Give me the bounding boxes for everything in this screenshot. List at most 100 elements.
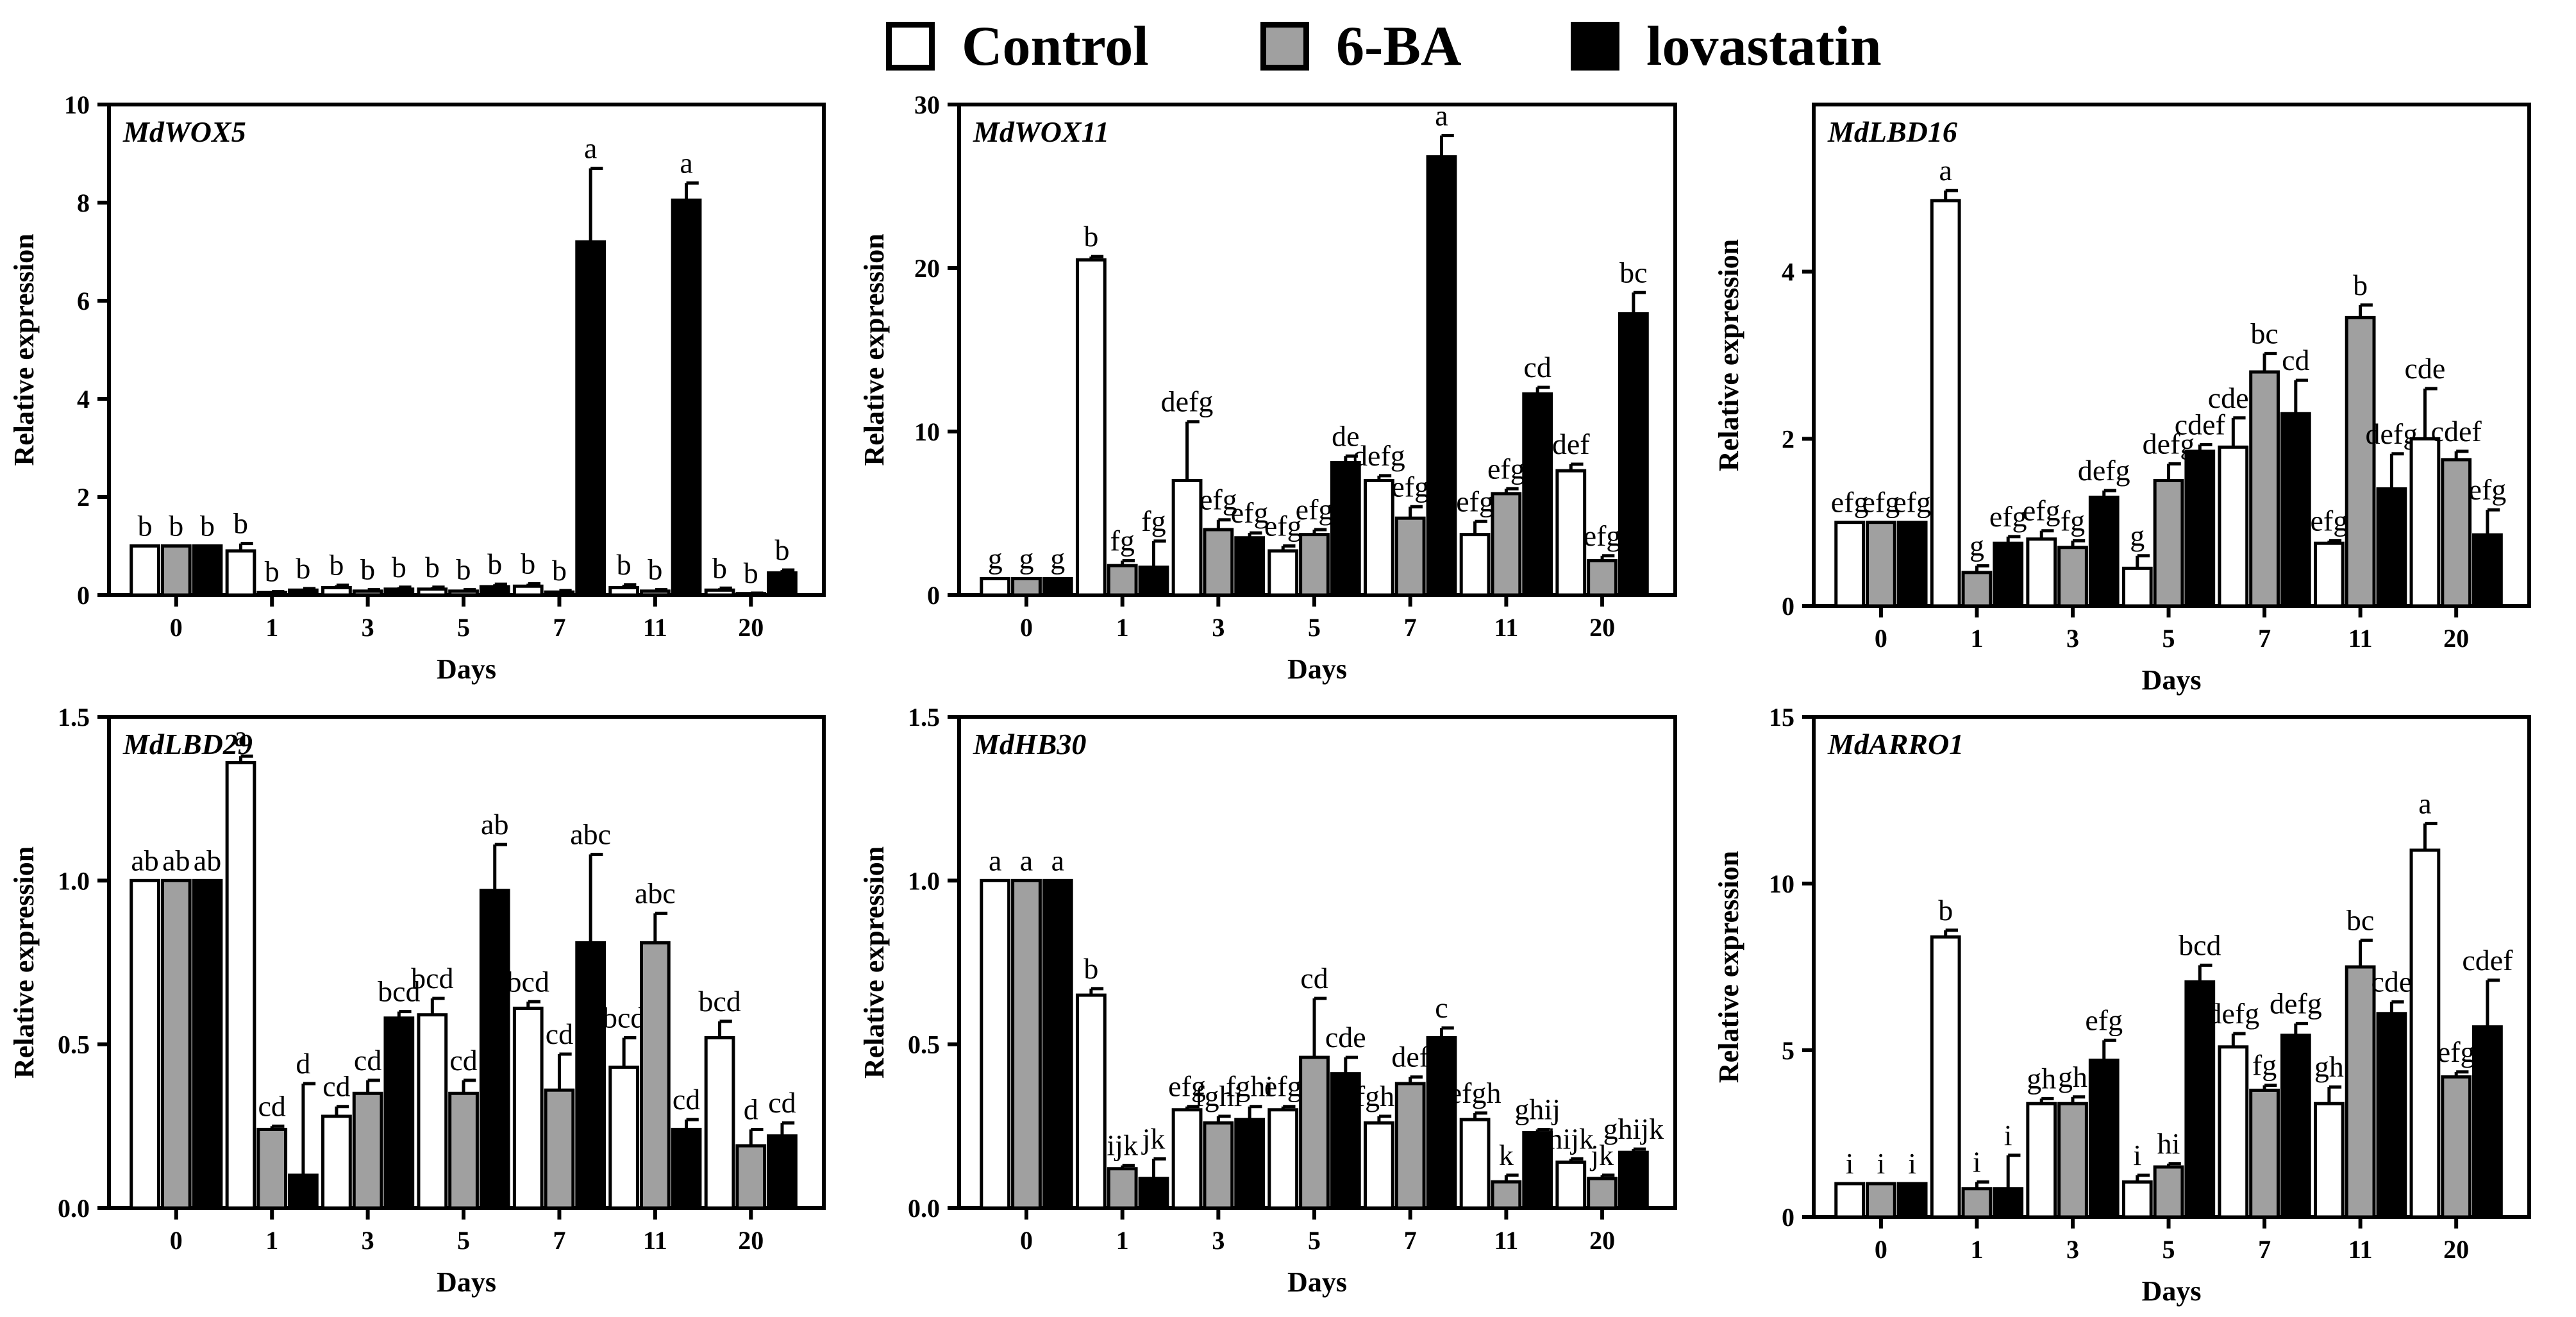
significance-label: gh [2058,1061,2087,1093]
significance-label: ab [481,808,508,841]
significance-label: i [1877,1147,1886,1180]
significance-label: bcd [603,1001,645,1034]
significance-label: a [989,844,1001,877]
y-tick-label: 5 [1782,1036,1794,1065]
bar-control [2313,541,2345,608]
significance-label: i [2004,1119,2012,1152]
bar-6ba [352,1091,383,1210]
bar-control [2409,848,2441,1219]
significance-label: a [1051,844,1064,877]
bar-6ba [1587,1177,1618,1210]
bar-lovastatin [671,1127,702,1210]
y-tick-label: 0.5 [908,1030,940,1059]
bar-control [321,586,352,597]
chart-panel-mdlbd29: MdLBD29 0.0 0.5 1.0 1.5 Relative expression Da… [8,703,826,1298]
bar-control [1171,479,1203,597]
significance-label: efg [1264,510,1302,542]
x-tick-label: 11 [643,613,667,642]
significance-label: gh [2314,1050,2344,1083]
x-tick-label: 3 [1212,1226,1225,1255]
legend-label-6ba: 6-BA [1336,15,1462,78]
panel-title: MdWOX11 [973,115,1109,148]
bar-control [225,760,256,1210]
bar-control [1364,1121,1394,1210]
x-tick-label: 20 [738,1226,764,1255]
bar-control [512,584,544,597]
bar-6ba [256,1127,288,1210]
significance-label: efg [1200,483,1237,516]
bar-6ba [2249,1088,2280,1219]
x-tick-label: 0 [1020,613,1033,642]
bar-lovastatin [2280,1034,2311,1219]
significance-label: de [1332,419,1359,452]
significance-label: efg [1456,485,1494,517]
significance-label: cd [322,1070,350,1103]
significance-label: cde [2404,352,2445,385]
bar-control [1459,1118,1491,1210]
bar-lovastatin [1330,460,1361,597]
bar-lovastatin [1522,1131,1553,1210]
y-axis-title: Relative expression [8,846,40,1078]
bar-control [2026,537,2057,608]
bar-lovastatin [767,1134,798,1210]
bar-control [1267,549,1299,597]
significance-label: cd [546,1018,573,1050]
significance-label: defg [1161,385,1214,418]
x-axis-title: Days [2142,1275,2202,1307]
x-tick-label: 1 [1116,1226,1129,1255]
bar-lovastatin [1138,566,1169,597]
significance-label: g [2130,519,2145,552]
bar-lovastatin [479,585,510,597]
bar-lovastatin [2376,1012,2407,1219]
significance-label: defg [1353,439,1405,472]
significance-label: hi [2157,1127,2180,1160]
bar-control [130,544,160,597]
significance-label: bcd [507,965,549,998]
significance-label: a [584,131,597,164]
bar-6ba [1011,577,1042,597]
y-axis-title: Relative expression [858,233,890,466]
significance-label: efg [1862,486,1900,519]
significance-label: a [1435,99,1448,131]
bar-6ba [1107,1167,1138,1210]
bar-control [2409,437,2441,608]
bar-control [2121,566,2153,608]
bar-6ba [2345,315,2376,608]
significance-label: b [360,553,375,586]
bar-lovastatin [1993,1187,2024,1219]
bar-6ba [2057,546,2088,608]
significance-label: i [1846,1147,1854,1180]
bar-lovastatin [479,889,510,1210]
y-axis-title: Relative expression [1713,239,1744,471]
x-tick-label: 7 [2258,1235,2271,1264]
bar-lovastatin [1896,1182,1928,1219]
significance-label: a [1020,844,1033,877]
legend-swatch-lovastatin [1571,22,1619,71]
y-axis-title: Relative expression [8,233,40,466]
y-tick-label: 10 [64,90,90,119]
significance-label: b [712,551,727,584]
chart-panel-mdhb30: MdHB30 0.0 0.5 1.0 1.5 Relative expression Day… [858,703,1677,1298]
x-tick-label: 7 [1404,613,1417,642]
x-tick-label: 11 [2348,624,2373,653]
panel-title: MdLBD29 [122,728,253,760]
significance-label: b [521,547,535,580]
bar-6ba [160,878,192,1210]
y-tick-label: 8 [77,189,90,217]
bar-lovastatin [1896,521,1928,608]
bar-6ba [1961,1187,1993,1219]
bar-6ba [448,1091,479,1210]
significance-label: efg [1296,493,1334,526]
significance-label: b [552,554,567,587]
significance-label: bcd [698,985,740,1018]
significance-label: cde [2371,966,2412,998]
significance-label: efg [1989,500,2027,533]
y-tick-label: 0 [927,581,940,610]
significance-label: cd [449,1044,477,1077]
significance-label: abc [570,818,611,850]
x-tick-label: 20 [2443,1235,2469,1264]
significance-label: b [169,510,183,542]
x-tick-label: 1 [1970,1235,1983,1264]
x-tick-label: 7 [553,613,565,642]
